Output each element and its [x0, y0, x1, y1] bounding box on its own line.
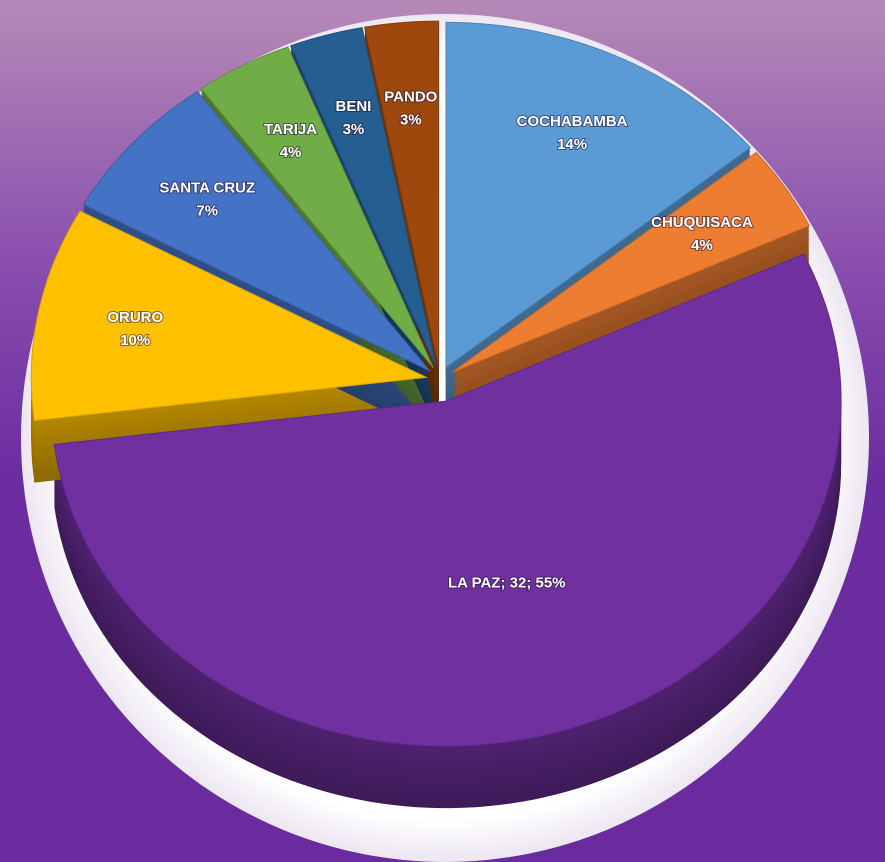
value-label: 10% [120, 332, 150, 349]
data-label: LA PAZ; 32; 55% [448, 574, 566, 591]
category-label: BENI [336, 98, 372, 115]
category-label: COCHABAMBA [517, 113, 628, 130]
page: COCHABAMBA 14% CHUQUISACA 4% LA PAZ; 32; 55%… [0, 0, 885, 862]
category-label: PANDO [384, 88, 437, 105]
chart: COCHABAMBA 14% CHUQUISACA 4% LA PAZ; 32; 55%… [0, 0, 885, 862]
value-label: 3% [343, 121, 365, 138]
category-label: CHUQUISACA [651, 214, 753, 231]
value-label: 4% [280, 144, 302, 161]
category-label: ORURO [107, 309, 163, 326]
value-label: 7% [196, 203, 218, 220]
value-label: 14% [557, 136, 587, 153]
value-label: 32; 55% [510, 574, 566, 591]
value-label: 4% [691, 237, 713, 254]
value-label: 3% [400, 111, 422, 128]
category-label: LA PAZ; [448, 574, 506, 591]
category-label: SANTA CRUZ [159, 180, 255, 197]
category-label: TARIJA [264, 121, 317, 138]
